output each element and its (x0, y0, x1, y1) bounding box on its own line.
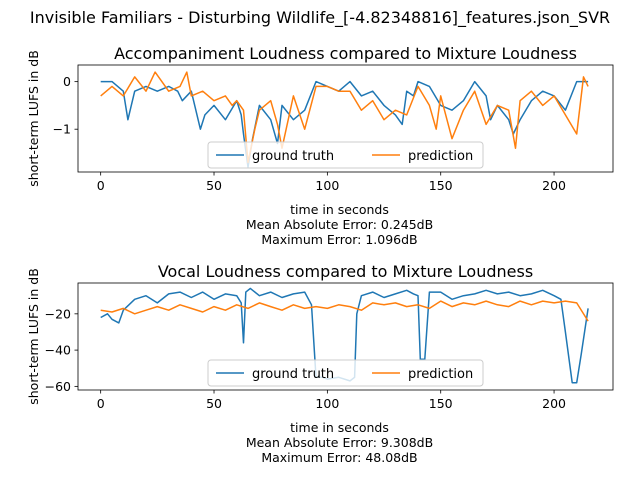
chart2-annotation: Mean Absolute Error: 9.308dB (246, 435, 433, 450)
chart1-ytick-label: −1 (53, 122, 71, 137)
chart2-xtick-label: 50 (206, 396, 222, 411)
chart1-xlabel: time in seconds (290, 202, 389, 217)
chart2-legend-label: ground truth (252, 367, 334, 382)
chart1-ytick-label: 0 (63, 74, 71, 89)
chart2-xtick-label: 100 (315, 396, 339, 411)
chart1-xtick-label: 0 (97, 178, 105, 193)
chart1-xtick-label: 150 (429, 178, 453, 193)
chart1-xtick-label: 100 (315, 178, 339, 193)
chart1-xtick-label: 200 (542, 178, 566, 193)
chart2-series-prediction (100, 300, 589, 322)
chart1-legend-label: prediction (408, 149, 473, 164)
chart2-xtick-label: 150 (429, 396, 453, 411)
chart2-ylabel: short-term LUFS in dB (26, 268, 41, 405)
chart1-legend-box (207, 141, 484, 169)
figure-suptitle: Invisible Familiars - Disturbing Wildlif… (30, 8, 610, 28)
chart2-legend: ground truth prediction (207, 359, 484, 387)
chart1-title: Accompaniment Loudness compared to Mixtu… (114, 44, 577, 63)
chart2-title: Vocal Loudness compared to Mixture Loudn… (158, 262, 533, 281)
chart2-xtick-label: 0 (97, 396, 105, 411)
chart1-ylabel: short-term LUFS in dB (26, 50, 41, 187)
chart1-frame (77, 64, 614, 173)
chart1-annotation: Mean Absolute Error: 0.245dB (246, 217, 433, 232)
chart2-frame (77, 282, 614, 391)
chart2-ytick-label: −20 (45, 306, 71, 321)
accompaniment-chart: Accompaniment Loudness compared to Mixtu… (26, 44, 614, 247)
chart1-annotation: Maximum Error: 1.096dB (261, 232, 417, 247)
chart1-xtick-label: 50 (206, 178, 222, 193)
chart2-legend-label: prediction (408, 367, 473, 382)
chart1-legend-label: ground truth (252, 149, 334, 164)
chart1-series-prediction (100, 71, 589, 164)
chart2-ytick-label: −60 (45, 379, 71, 394)
vocal-chart: Vocal Loudness compared to Mixture Loudn… (26, 262, 614, 465)
chart1-legend: ground truth prediction (207, 141, 484, 169)
chart2-ytick-label: −40 (45, 343, 71, 358)
chart2-legend-box (207, 359, 484, 387)
chart2-xtick-label: 200 (542, 396, 566, 411)
chart2-xlabel: time in seconds (290, 420, 389, 435)
chart2-annotation: Maximum Error: 48.08dB (261, 450, 417, 465)
